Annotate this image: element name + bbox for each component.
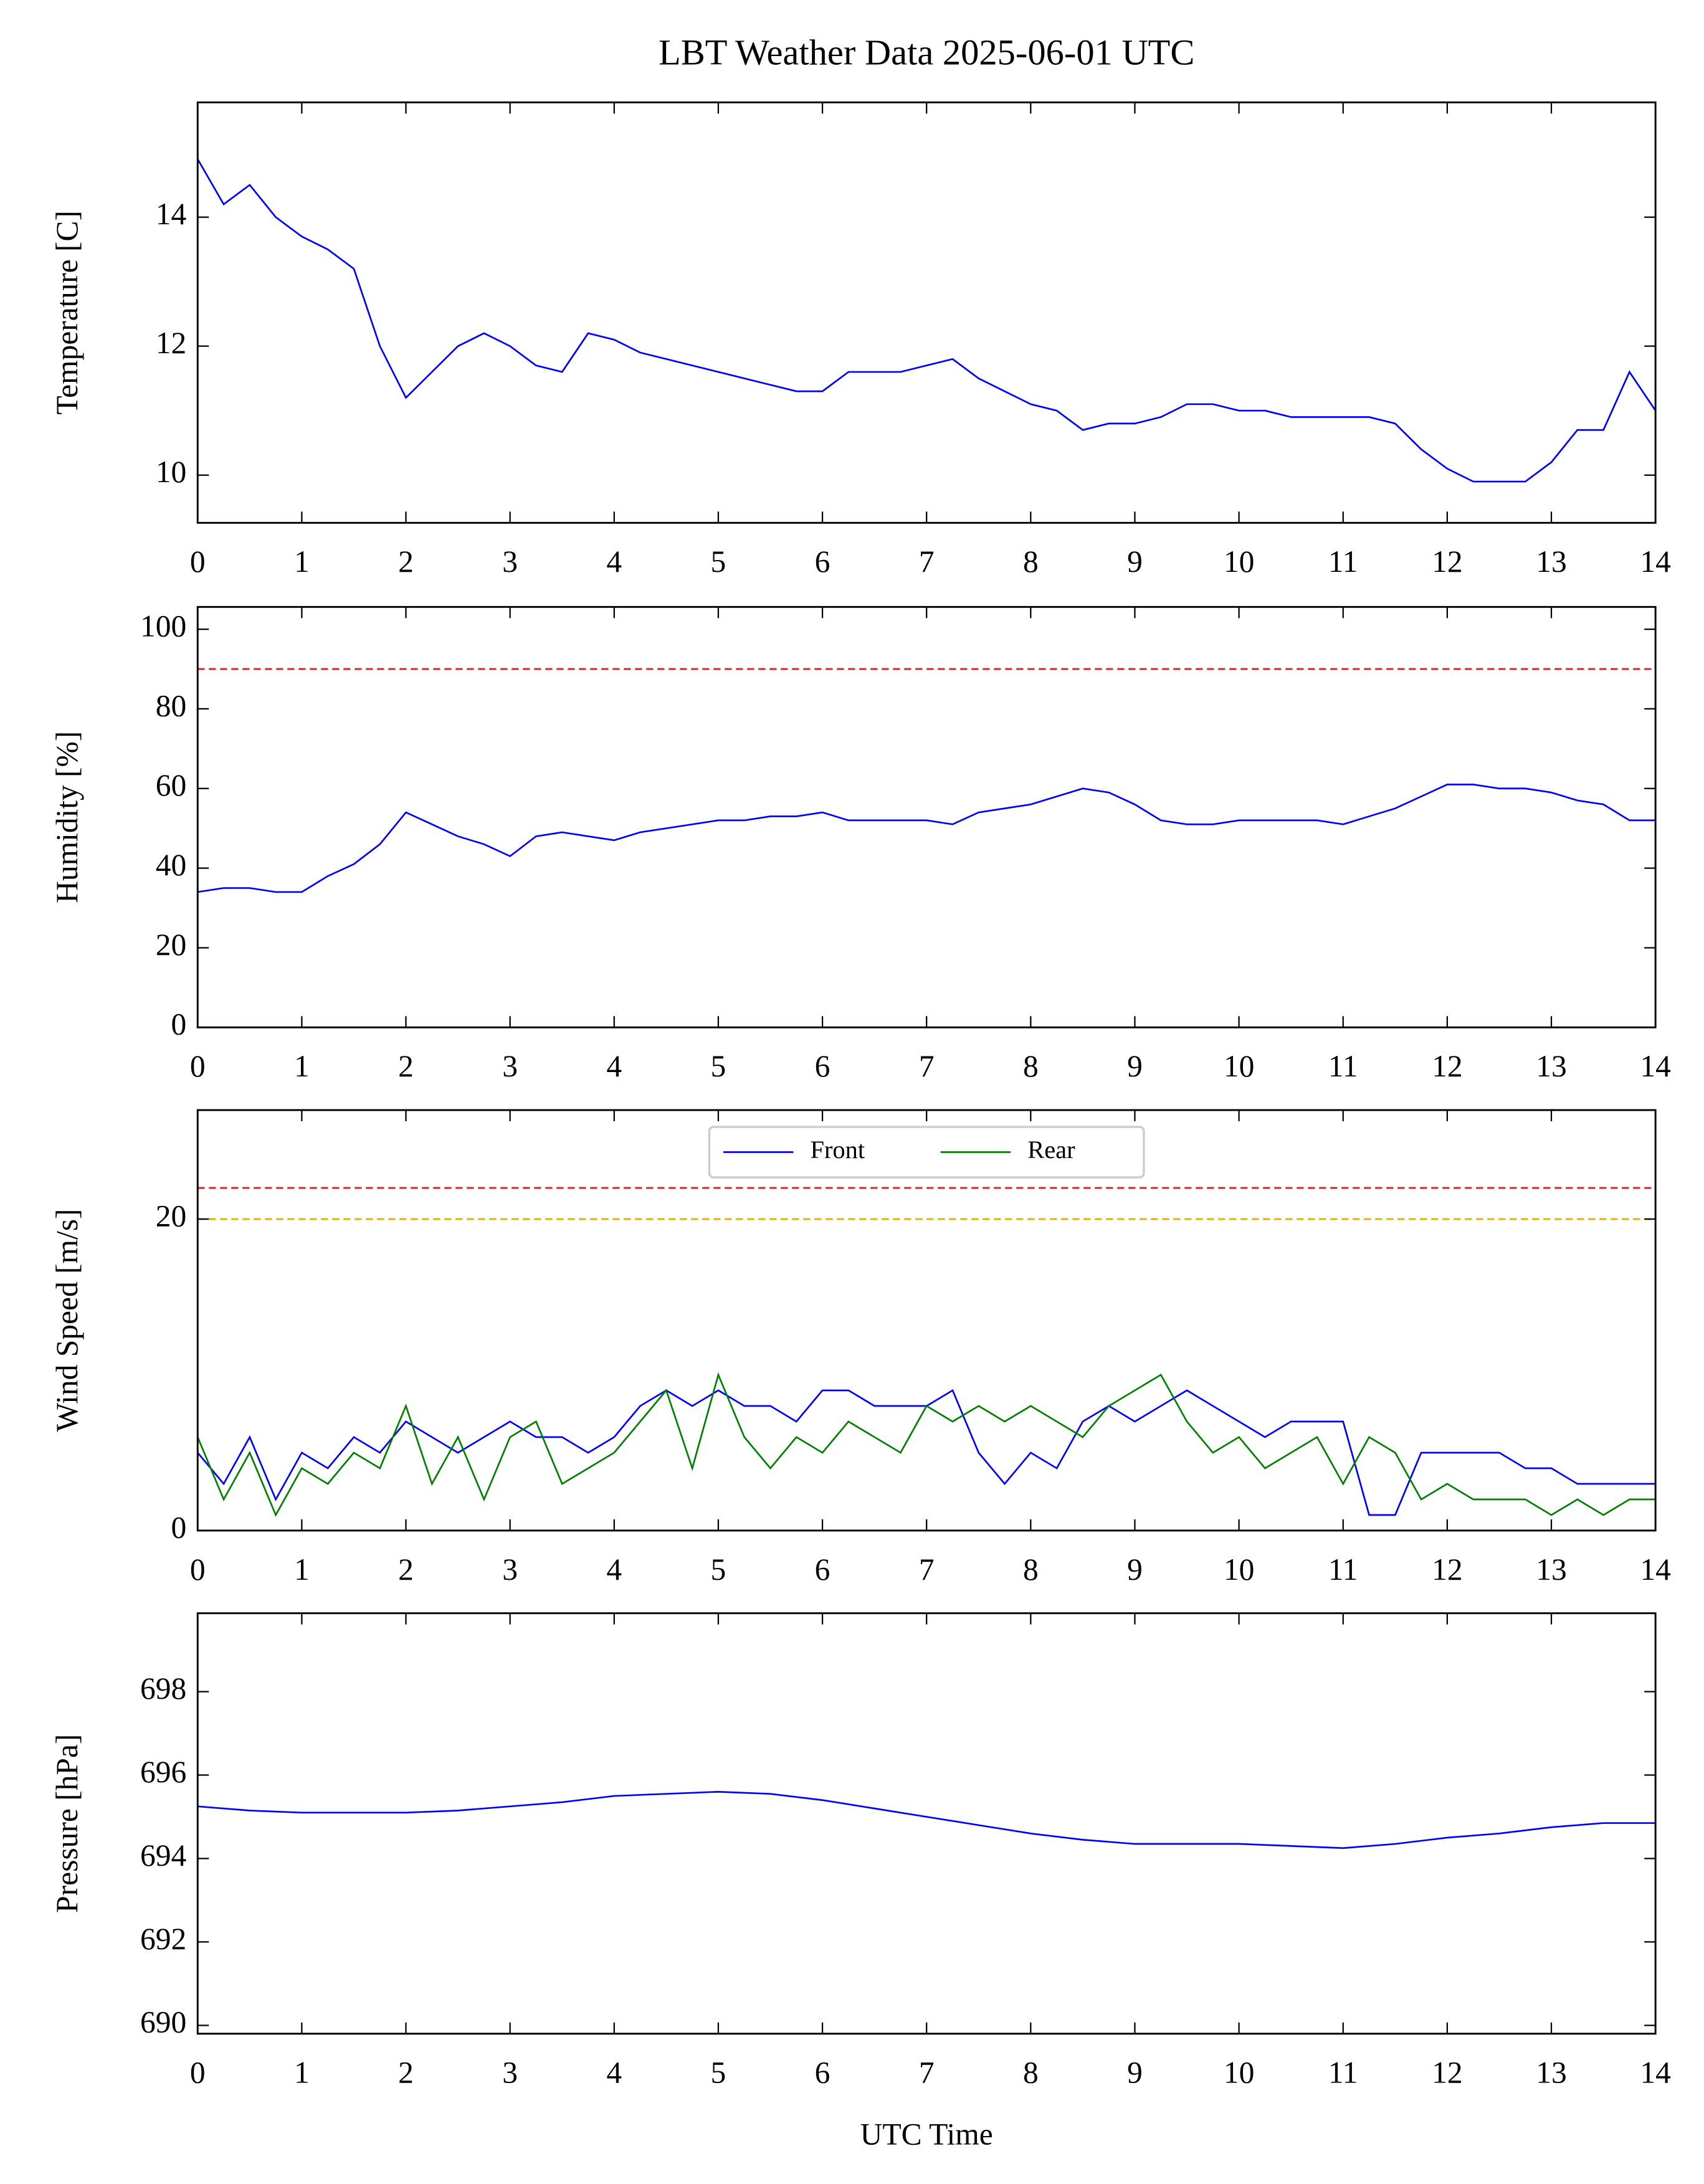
x-tick-label: 8 bbox=[1023, 2056, 1039, 2090]
data-line bbox=[197, 1389, 1656, 1516]
x-tick-label: 3 bbox=[502, 544, 518, 579]
y-tick-label: 40 bbox=[156, 848, 186, 882]
y-tick-label: 692 bbox=[140, 1922, 186, 1956]
x-tick-label: 9 bbox=[1127, 1049, 1143, 1083]
y-tick-label: 20 bbox=[156, 928, 186, 962]
y-tick-label: 14 bbox=[156, 197, 186, 231]
y-axis-label: Humidity [%] bbox=[50, 731, 84, 903]
data-line bbox=[197, 158, 1657, 483]
x-tick-label: 4 bbox=[606, 1049, 622, 1083]
x-tick-label: 10 bbox=[1224, 1552, 1254, 1587]
x-tick-label: 2 bbox=[398, 1049, 414, 1083]
x-tick-label: 0 bbox=[190, 544, 206, 579]
x-tick-label: 2 bbox=[398, 544, 414, 579]
x-tick-label: 10 bbox=[1224, 544, 1254, 579]
chart-title: LBT Weather Data 2025-06-01 UTC bbox=[659, 32, 1194, 73]
x-tick-label: 13 bbox=[1536, 1552, 1566, 1587]
x-tick-label: 13 bbox=[1536, 544, 1566, 579]
legend-label: Rear bbox=[1027, 1136, 1075, 1164]
x-tick-label: 2 bbox=[398, 1552, 414, 1587]
x-tick-label: 12 bbox=[1432, 2056, 1462, 2090]
x-tick-label: 12 bbox=[1432, 1552, 1462, 1587]
x-tick-label: 8 bbox=[1023, 544, 1039, 579]
data-line bbox=[198, 784, 1656, 893]
x-tick-label: 13 bbox=[1536, 2056, 1566, 2090]
x-tick-label: 14 bbox=[1640, 1552, 1670, 1587]
x-tick-label: 14 bbox=[1640, 2056, 1670, 2090]
x-tick-label: 1 bbox=[294, 1049, 310, 1083]
y-axis-label: Pressure [hPa] bbox=[50, 1734, 84, 1913]
x-tick-label: 0 bbox=[190, 2056, 206, 2090]
x-tick-label: 5 bbox=[711, 544, 726, 579]
y-tick-label: 694 bbox=[140, 1838, 186, 1873]
x-tick-label: 11 bbox=[1328, 2056, 1358, 2090]
x-tick-label: 3 bbox=[502, 1552, 518, 1587]
x-tick-label: 2 bbox=[398, 2056, 414, 2090]
y-axis-label: Temperature [C] bbox=[50, 211, 84, 415]
y-tick-label: 0 bbox=[171, 1007, 186, 1042]
x-tick-label: 7 bbox=[919, 544, 935, 579]
x-tick-label: 1 bbox=[294, 1552, 310, 1587]
plot-frame bbox=[196, 1612, 1657, 2035]
x-tick-label: 5 bbox=[711, 1049, 726, 1083]
x-tick-label: 4 bbox=[606, 2056, 622, 2090]
y-tick-label: 698 bbox=[140, 1671, 186, 1706]
x-tick-label: 11 bbox=[1328, 1552, 1358, 1587]
x-tick-label: 1 bbox=[294, 544, 310, 579]
x-tick-label: 12 bbox=[1432, 544, 1462, 579]
data-line bbox=[196, 1372, 1656, 1517]
x-tick-label: 7 bbox=[919, 1049, 935, 1083]
x-tick-label: 5 bbox=[711, 1552, 726, 1587]
legend-label: Front bbox=[810, 1136, 865, 1164]
x-tick-label: 9 bbox=[1127, 1552, 1143, 1587]
x-tick-label: 14 bbox=[1640, 544, 1670, 579]
y-tick-label: 10 bbox=[156, 455, 186, 489]
x-tick-label: 8 bbox=[1023, 1049, 1039, 1083]
data-line bbox=[198, 1790, 1656, 1849]
y-tick-label: 12 bbox=[156, 326, 186, 360]
y-tick-label: 100 bbox=[140, 609, 186, 643]
plot-frame bbox=[196, 101, 1657, 524]
x-tick-label: 6 bbox=[815, 544, 831, 579]
y-tick-label: 60 bbox=[156, 768, 186, 802]
x-tick-label: 13 bbox=[1536, 1049, 1566, 1083]
x-tick-label: 4 bbox=[606, 544, 622, 579]
y-tick-label: 0 bbox=[171, 1510, 186, 1544]
y-tick-label: 696 bbox=[140, 1755, 186, 1789]
x-tick-label: 4 bbox=[606, 1552, 622, 1587]
x-tick-label: 11 bbox=[1328, 544, 1358, 579]
x-tick-label: 1 bbox=[294, 2056, 310, 2090]
x-tick-label: 11 bbox=[1328, 1049, 1358, 1083]
x-tick-label: 10 bbox=[1224, 1049, 1254, 1083]
x-tick-label: 14 bbox=[1640, 1049, 1670, 1083]
x-tick-label: 0 bbox=[190, 1552, 206, 1587]
x-tick-label: 5 bbox=[711, 2056, 726, 2090]
x-tick-label: 7 bbox=[919, 2056, 935, 2090]
x-tick-label: 7 bbox=[919, 1552, 935, 1587]
x-tick-label: 3 bbox=[502, 1049, 518, 1083]
x-tick-label: 6 bbox=[815, 1049, 831, 1083]
x-tick-label: 6 bbox=[815, 1552, 831, 1587]
x-tick-label: 12 bbox=[1432, 1049, 1462, 1083]
y-tick-label: 80 bbox=[156, 688, 186, 723]
x-tick-label: 0 bbox=[190, 1049, 206, 1083]
x-tick-label: 10 bbox=[1224, 2056, 1254, 2090]
y-axis-label: Wind Speed [m/s] bbox=[50, 1208, 84, 1431]
y-tick-label: 690 bbox=[140, 2005, 186, 2039]
x-tick-label: 8 bbox=[1023, 1552, 1039, 1587]
legend-box bbox=[708, 1126, 1145, 1179]
x-tick-label: 3 bbox=[502, 2056, 518, 2090]
x-axis-label: UTC Time bbox=[860, 2117, 993, 2152]
x-tick-label: 9 bbox=[1127, 2056, 1143, 2090]
y-tick-label: 20 bbox=[156, 1199, 186, 1233]
x-tick-label: 6 bbox=[815, 2056, 831, 2090]
x-tick-label: 9 bbox=[1127, 544, 1143, 579]
